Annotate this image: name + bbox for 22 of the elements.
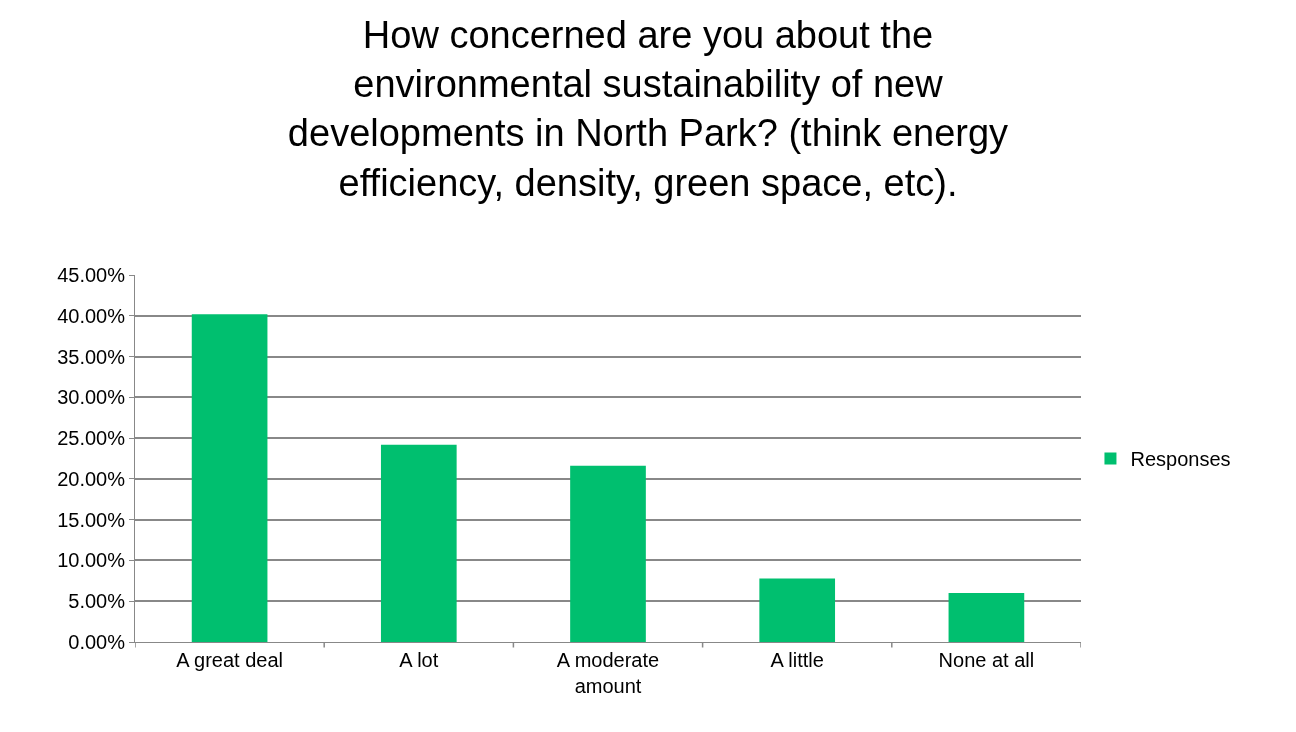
x-tick-label: A great deal — [176, 649, 283, 671]
chart-title: How concerned are you about the environmental sustainability of new developments in North Park? (think energy efficiency, density, green space, etc). — [287, 13, 1009, 204]
y-tick-label: 45.00% — [57, 264, 126, 286]
y-tick-label: 40.00% — [57, 304, 126, 327]
x-tick-label: A lot — [399, 649, 439, 671]
bar — [570, 465, 646, 642]
y-tick-label: 25.00% — [57, 427, 126, 450]
legend-label: Responses — [1130, 448, 1231, 471]
x-tick-label: A moderate amount — [556, 649, 660, 697]
y-tick-label: 30.00% — [57, 386, 126, 409]
y-tick-label: 15.00% — [57, 508, 126, 531]
y-tick-label: 35.00% — [57, 345, 126, 368]
y-tick-label: 20.00% — [57, 467, 126, 490]
y-tick-label: 0.00% — [68, 631, 126, 653]
bar — [759, 578, 836, 642]
bar — [191, 314, 268, 642]
x-tick-label: A little — [770, 649, 824, 671]
y-tick-label: 10.00% — [57, 549, 126, 572]
bar — [380, 444, 457, 642]
x-tick-label: None at all — [938, 649, 1035, 671]
bar — [948, 593, 1025, 642]
y-tick-label: 5.00% — [68, 590, 126, 613]
